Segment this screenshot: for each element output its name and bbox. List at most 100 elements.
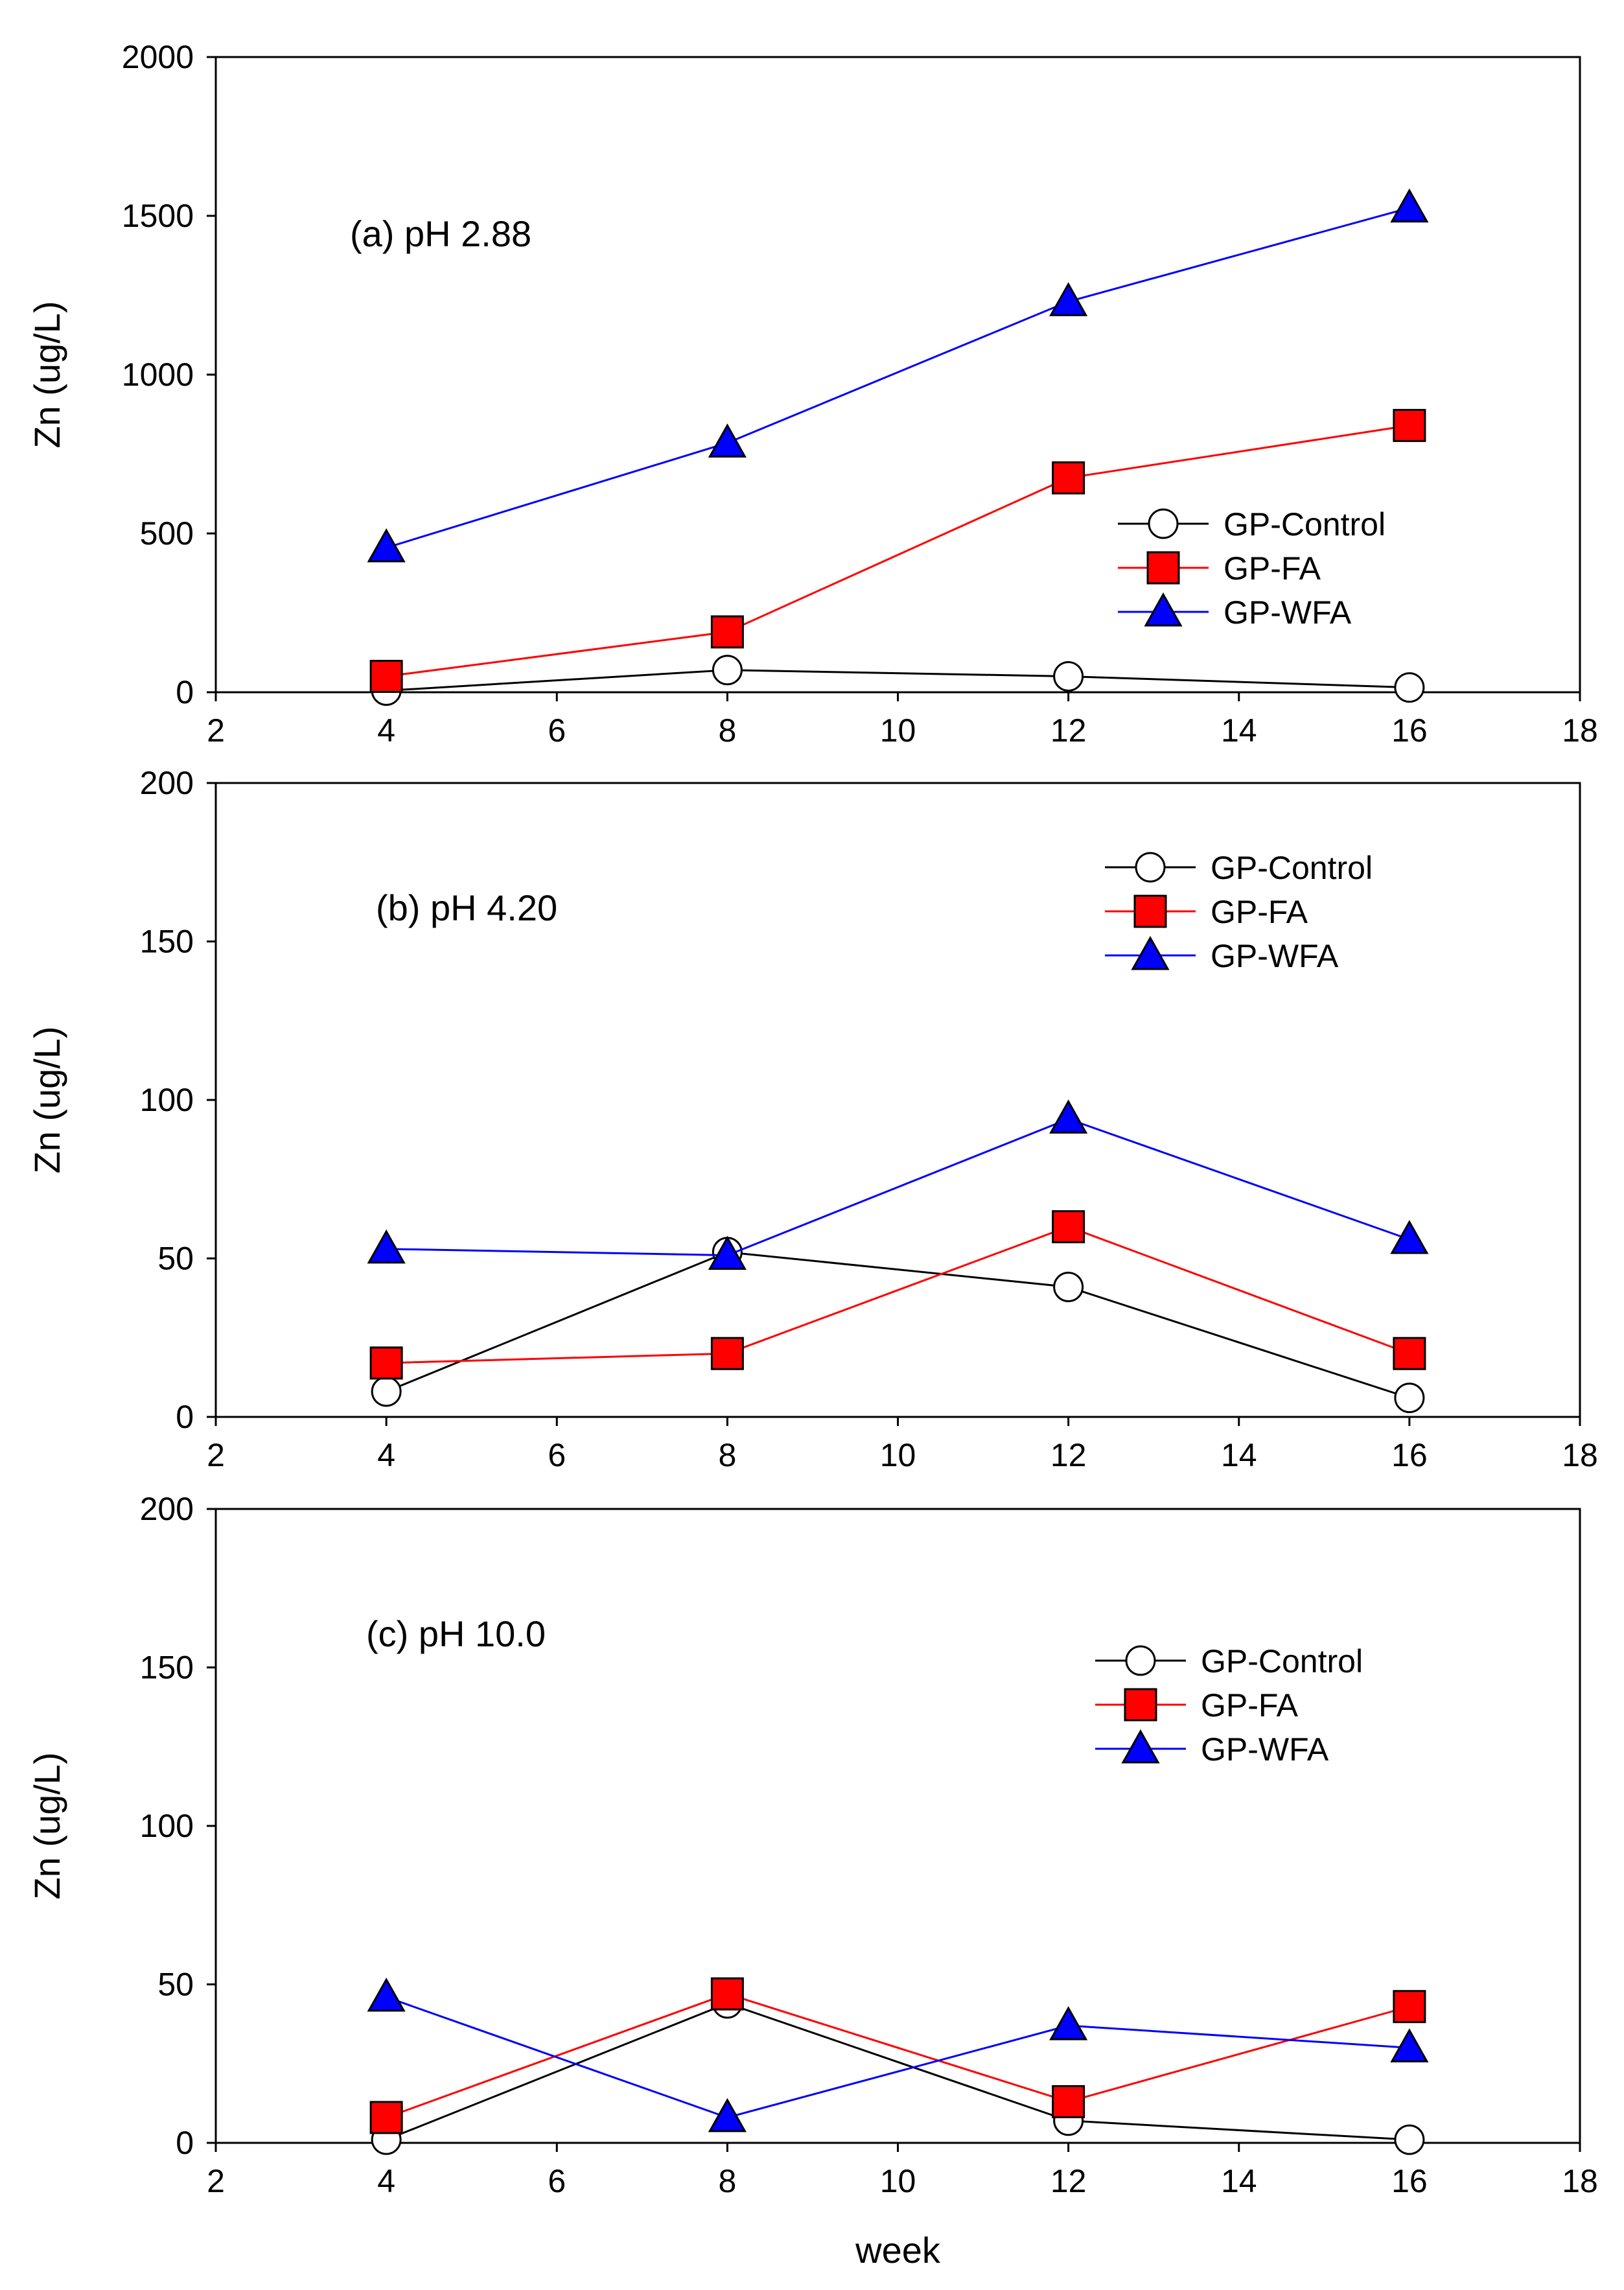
- x-tick-label: 12: [1050, 2163, 1087, 2199]
- legend-label: GP-FA: [1224, 550, 1321, 587]
- x-tick-label: 14: [1221, 712, 1257, 749]
- x-tick-label: 4: [377, 2163, 395, 2199]
- legend-label: GP-Control: [1224, 506, 1386, 543]
- x-tick-label: 18: [1562, 2163, 1598, 2199]
- legend-label: GP-Control: [1211, 850, 1373, 886]
- y-tick-label: 500: [140, 515, 194, 552]
- panel-c: 2 4 6 8 10 12 14 16 18 0 50 100 150 200 Zn (ug/L) week (…: [27, 1491, 1598, 2271]
- data-point-gp-wfa: [367, 1978, 406, 2012]
- x-tick-label: 12: [1050, 1437, 1087, 1473]
- data-point-gp-fa: [1393, 408, 1426, 442]
- x-tick-label: 18: [1562, 1437, 1598, 1473]
- y-axis-title: Zn (ug/L): [27, 1752, 67, 1899]
- x-tick-label: 2: [207, 1437, 225, 1473]
- legend-marker: [1135, 852, 1166, 883]
- data-point-gp-fa: [710, 1337, 744, 1370]
- data-point-gp-fa: [710, 1977, 744, 2011]
- x-tick-label: 6: [548, 712, 566, 749]
- series-line-gp-fa: [386, 424, 1410, 677]
- x-tick-label: 12: [1050, 712, 1087, 749]
- panel-b: 2 4 6 8 10 12 14 16 18 0 50 100 150 200 Zn (ug/L) (b) p…: [27, 765, 1598, 1473]
- legend-label: GP-WFA: [1201, 1731, 1329, 1768]
- series-line-gp-control: [386, 2002, 1409, 2141]
- legend-marker: [1146, 551, 1180, 585]
- x-tick-label: 10: [880, 1437, 916, 1473]
- y-tick-label: 200: [140, 1491, 194, 1527]
- panel-annotation: (c) pH 10.0: [366, 1613, 546, 1654]
- legend: GP-Control GP-FA GP-WFA: [1105, 850, 1373, 974]
- x-tick-label: 14: [1221, 1437, 1257, 1473]
- x-tick-label: 8: [718, 712, 736, 749]
- data-point-gp-fa: [1052, 2085, 1085, 2118]
- data-point-gp-control: [1394, 672, 1425, 703]
- data-point-gp-control: [1053, 661, 1084, 692]
- x-tick-label: 2: [207, 2163, 225, 2199]
- x-tick-label: 16: [1391, 712, 1428, 749]
- y-tick-label: 0: [176, 2125, 194, 2161]
- plot-frame: [215, 56, 1581, 694]
- data-point-gp-wfa: [367, 1229, 406, 1264]
- data-point-gp-wfa: [1049, 2006, 1088, 2040]
- data-point-gp-wfa: [708, 1235, 747, 1270]
- x-tick-label: 18: [1562, 712, 1598, 749]
- legend-marker: [1121, 1729, 1160, 1764]
- x-tick-label: 8: [718, 2163, 736, 2199]
- x-tick-label: 2: [207, 712, 225, 749]
- x-tick-label: 10: [880, 2163, 916, 2199]
- legend-label: GP-WFA: [1211, 938, 1339, 974]
- y-tick-label: 150: [140, 1650, 194, 1686]
- legend-label: GP-FA: [1211, 894, 1308, 930]
- x-tick-label: 10: [880, 712, 916, 749]
- data-point-gp-fa: [1052, 1210, 1085, 1244]
- x-tick-label: 16: [1391, 1437, 1428, 1473]
- y-axis-title: Zn (ug/L): [27, 1026, 67, 1173]
- y-tick-label: 50: [157, 1967, 194, 2003]
- series-line-gp-control: [386, 1251, 1410, 1399]
- legend-marker: [1131, 935, 1170, 970]
- x-tick-label: 14: [1221, 2163, 1257, 2199]
- legend: GP-Control GP-FA GP-WFA: [1118, 506, 1386, 631]
- data-point-gp-fa: [1393, 1990, 1426, 2024]
- data-point-gp-fa: [1052, 461, 1085, 495]
- data-point-gp-wfa: [367, 528, 406, 563]
- x-axis-title: week: [855, 2230, 941, 2271]
- legend: GP-Control GP-FA GP-WFA: [1095, 1643, 1363, 1768]
- panel-a: 2 4 6 8 10 12 14 16 18 0 500 1000 1500 2000 Zn (ug/L) (…: [27, 39, 1598, 749]
- y-tick-label: 1000: [122, 356, 194, 393]
- data-point-gp-fa: [369, 1346, 403, 1380]
- y-tick-label: 200: [140, 765, 194, 801]
- y-tick-label: 50: [157, 1241, 194, 1277]
- data-point-gp-wfa: [1390, 2028, 1429, 2062]
- x-tick-label: 4: [377, 712, 395, 749]
- y-tick-label: 2000: [122, 39, 194, 75]
- data-point-gp-wfa: [1049, 282, 1088, 316]
- data-point-gp-fa: [710, 615, 744, 649]
- data-point-gp-control: [1053, 1272, 1084, 1303]
- y-tick-label: 100: [140, 1082, 194, 1118]
- data-point-gp-fa: [1393, 1337, 1426, 1370]
- legend-label: GP-Control: [1201, 1643, 1363, 1679]
- legend-marker: [1133, 894, 1167, 928]
- panel-annotation: (a) pH 2.88: [350, 213, 531, 254]
- x-tick-label: 6: [548, 1437, 566, 1473]
- data-point-gp-wfa: [1390, 1220, 1429, 1254]
- legend-label: GP-FA: [1201, 1687, 1299, 1723]
- data-point-gp-wfa: [1049, 1099, 1088, 1134]
- series-line-gp-control: [386, 669, 1409, 692]
- legend-marker: [1125, 1645, 1156, 1676]
- x-tick-label: 8: [718, 1437, 736, 1473]
- data-point-gp-control: [1394, 2124, 1425, 2155]
- plot-frame: [215, 782, 1581, 1418]
- x-tick-label: 4: [377, 1437, 395, 1473]
- y-tick-label: 150: [140, 924, 194, 960]
- data-point-gp-wfa: [708, 423, 747, 458]
- data-point-gp-control: [1394, 1383, 1425, 1414]
- y-tick-label: 0: [176, 674, 194, 710]
- series-line-gp-wfa: [386, 207, 1410, 549]
- y-tick-label: 0: [176, 1399, 194, 1435]
- data-point-gp-control: [712, 655, 743, 686]
- data-point-gp-wfa: [708, 2097, 747, 2132]
- series-line-gp-wfa: [386, 1117, 1410, 1257]
- data-point-gp-wfa: [1390, 188, 1429, 223]
